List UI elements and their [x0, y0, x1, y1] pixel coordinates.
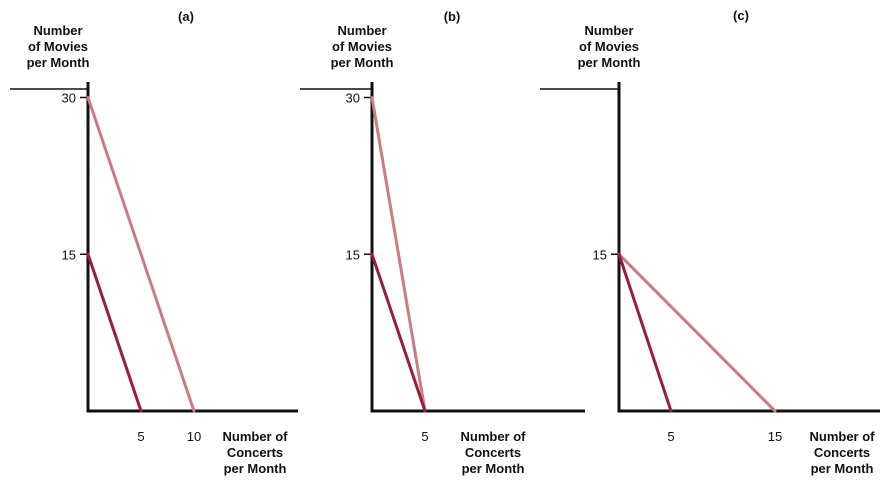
x-tick-label: 5	[421, 429, 428, 444]
y-axis-title-line: per Month	[331, 55, 394, 70]
x-tick-label: 5	[137, 429, 144, 444]
y-axis-title-line: per Month	[27, 55, 90, 70]
panel-title: (c)	[733, 8, 749, 23]
budget-line-original	[86, 252, 143, 413]
x-axis-title: Number of Concerts per Month	[223, 429, 289, 476]
x-axis-title-line: per Month	[224, 461, 287, 476]
y-axis-title-line: Number	[337, 23, 386, 38]
panel-title: (b)	[444, 9, 461, 24]
y-axis-title: Number of Movies per Month	[27, 23, 90, 70]
budget-line-new	[617, 252, 777, 413]
x-axis-title-line: Number of	[223, 429, 289, 444]
y-axis-title: Number of Movies per Month	[578, 23, 641, 70]
y-axis-title-line: of Movies	[28, 39, 88, 54]
x-axis-title-line: Number of	[810, 429, 876, 444]
axes	[86, 82, 298, 413]
y-tick-label: 15	[346, 247, 360, 262]
y-axis-title: Number of Movies per Month	[331, 23, 394, 70]
budget-line-new	[370, 96, 427, 413]
x-tick-label: 10	[187, 429, 201, 444]
y-tick-label: 15	[62, 247, 76, 262]
y-tick-label: 15	[593, 247, 607, 262]
axes	[617, 82, 880, 413]
y-axis-title-line: of Movies	[332, 39, 392, 54]
x-axis-title-line: Concerts	[227, 445, 283, 460]
axes	[370, 82, 585, 413]
y-tick-label: 30	[62, 91, 76, 106]
x-tick-label: 15	[768, 429, 782, 444]
x-axis-title-line: Concerts	[465, 445, 521, 460]
x-axis-title-line: per Month	[811, 461, 874, 476]
x-axis-title: Number of Concerts per Month	[461, 429, 527, 476]
budget-line-original	[617, 252, 673, 413]
y-axis-title-line: Number	[584, 23, 633, 38]
x-axis-title-line: Number of	[461, 429, 527, 444]
x-axis-title: Number of Concerts per Month	[810, 429, 876, 476]
y-axis-title-line: Number	[33, 23, 82, 38]
y-tick-label: 30	[346, 91, 360, 106]
y-axis-title-line: of Movies	[579, 39, 639, 54]
x-axis-title-line: per Month	[462, 461, 525, 476]
x-tick-label: 5	[667, 429, 674, 444]
x-axis-title-line: Concerts	[814, 445, 870, 460]
budget-line-new	[86, 96, 196, 413]
budget-line-original	[370, 252, 427, 413]
panel-title: (a)	[178, 9, 194, 24]
y-axis-title-line: per Month	[578, 55, 641, 70]
